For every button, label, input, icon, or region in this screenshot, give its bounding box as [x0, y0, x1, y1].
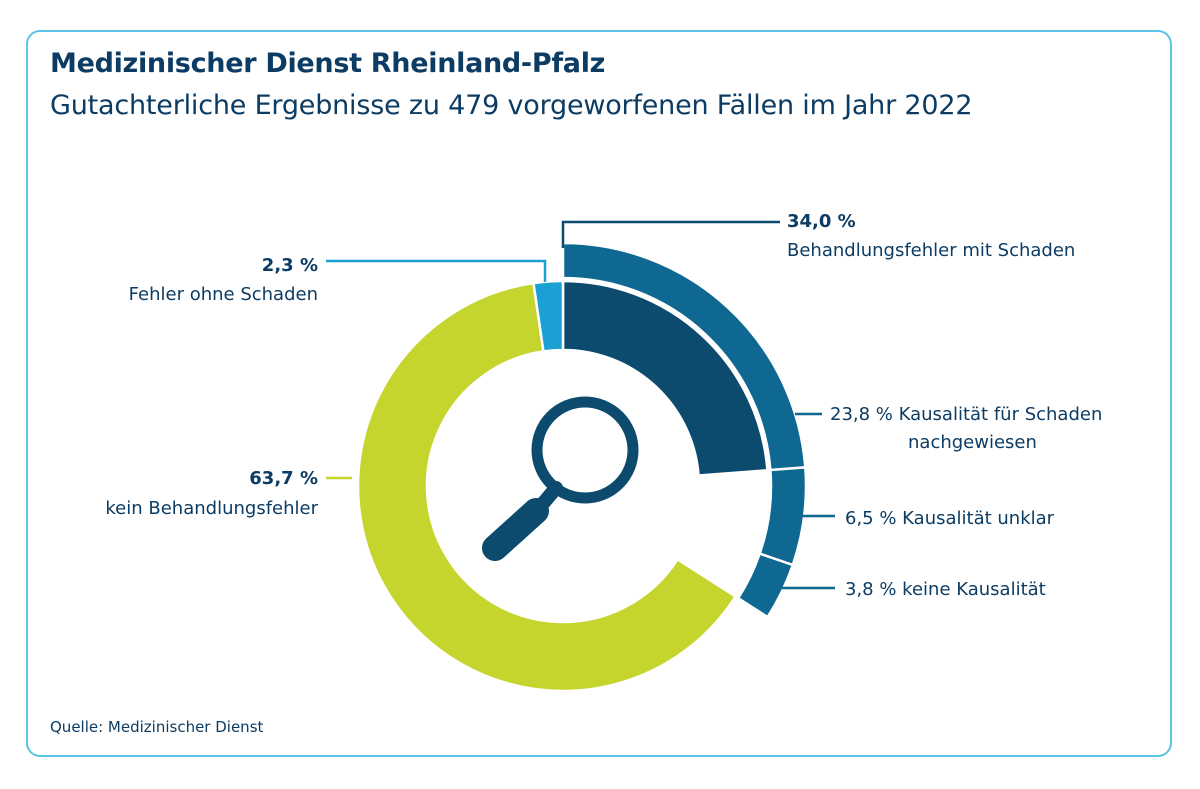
label-behandlungsfehler-mit-schaden-text: Behandlungsfehler mit Schaden	[787, 240, 1075, 261]
source-note: Quelle: Medizinischer Dienst	[50, 718, 264, 736]
label-fehler-ohne-schaden-text: Fehler ohne Schaden	[129, 284, 318, 305]
chart-title: Medizinischer Dienst Rheinland-Pfalz	[50, 48, 606, 79]
chart-subtitle: Gutachterliche Ergebnisse zu 479 vorgewo…	[50, 90, 973, 121]
label-kein-behandlungsfehler-text: kein Behandlungsfehler	[105, 498, 318, 519]
label-fehler-ohne-schaden-value: 2,3 %	[262, 255, 318, 276]
leader-fehler-ohne-schaden	[326, 259, 547, 282]
slice-kein-behandlungsfehler	[356, 281, 738, 693]
slice-fehler-ohne-schaden	[532, 279, 565, 353]
label-kausalitaet-nachgewiesen-line2: nachgewiesen	[908, 432, 1037, 453]
slice-keine-kausalitaet-band	[736, 552, 795, 619]
leader-behandlungsfehler-mit-schaden	[561, 220, 780, 248]
slice-kausalitaet-unklar-band	[758, 465, 808, 567]
label-keine-kausalitaet: 3,8 % keine Kausalität	[845, 579, 1046, 600]
label-behandlungsfehler-mit-schaden-value: 34,0 %	[787, 211, 856, 232]
label-kausalitaet-unklar: 6,5 % Kausalität unklar	[845, 508, 1055, 529]
label-kein-behandlungsfehler-value: 63,7 %	[249, 468, 318, 489]
magnifier-icon	[482, 396, 639, 561]
label-kausalitaet-nachgewiesen-line1: 23,8 % Kausalität für Schaden	[830, 404, 1102, 425]
slice-kausalitaet-nachgewiesen	[561, 279, 769, 477]
